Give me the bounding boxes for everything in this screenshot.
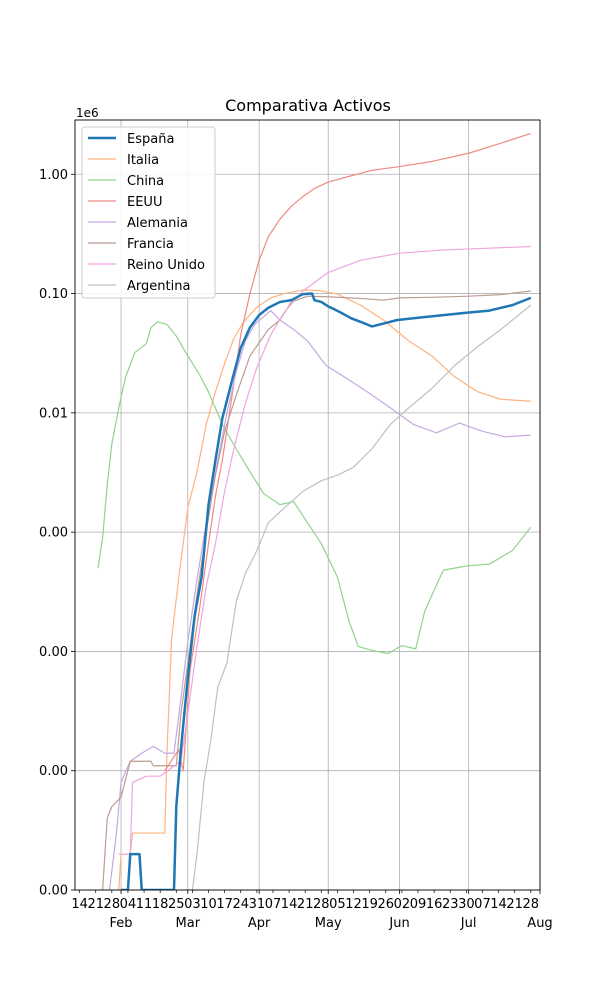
x-day-label: 21 <box>87 897 104 912</box>
x-day-label: 10 <box>200 897 217 912</box>
y-tick-label: 0.00 <box>39 645 68 660</box>
x-month-label: Mar <box>176 916 201 931</box>
x-day-label: 02 <box>394 897 411 912</box>
x-month-label: May <box>315 916 342 931</box>
x-day-label: 24 <box>232 897 249 912</box>
legend-label: China <box>127 174 164 189</box>
x-day-label: 07 <box>265 897 282 912</box>
x-day-label: 25 <box>168 897 185 912</box>
x-day-label: 04 <box>120 897 137 912</box>
x-day-label: 14 <box>71 897 88 912</box>
y-axis: 0.00 0.00 0.00 0.00 0.01 0.10 1.00 <box>39 168 75 899</box>
x-day-label: 14 <box>490 897 507 912</box>
x-day-label: 18 <box>152 897 169 912</box>
x-day-label: 28 <box>523 897 540 912</box>
x-day-label: 31 <box>249 897 266 912</box>
x-month-label: Aug <box>527 916 552 931</box>
x-day-label: 11 <box>136 897 153 912</box>
legend-label: Argentina <box>127 279 190 294</box>
x-month-label: Feb <box>110 916 133 931</box>
plot-frame <box>74 119 541 891</box>
y-tick-label: 0.00 <box>39 764 68 779</box>
x-day-label: 03 <box>184 897 201 912</box>
x-day-label: 21 <box>297 897 314 912</box>
offset-label: 1e6 <box>76 106 99 120</box>
x-day-label: 14 <box>281 897 298 912</box>
series-line-3 <box>164 132 531 772</box>
series-line-0 <box>121 292 532 890</box>
series-line-4 <box>108 309 531 890</box>
series-line-2 <box>97 321 532 655</box>
x-day-label: 30 <box>458 897 475 912</box>
legend-label: Francia <box>127 237 174 252</box>
legend-box <box>81 126 216 299</box>
x-day-label: 17 <box>216 897 233 912</box>
x-day-label: 23 <box>442 897 459 912</box>
legend-label: Reino Unido <box>127 258 205 273</box>
x-day-label: 28 <box>313 897 330 912</box>
x-day-label: 21 <box>506 897 523 912</box>
series-line-7 <box>191 304 532 890</box>
series-line-5 <box>102 290 531 890</box>
x-day-label: 16 <box>426 897 443 912</box>
x-day-label: 19 <box>361 897 378 912</box>
legend-label: Italia <box>127 153 159 168</box>
x-month-label: Apr <box>248 916 271 931</box>
x-day-label: 07 <box>474 897 491 912</box>
chart-title: Comparativa Activos <box>225 96 391 115</box>
legend-label: España <box>127 132 174 147</box>
legend: España Italia China EEUU Alemania Francia Rein… <box>81 126 216 299</box>
x-day-label: 28 <box>104 897 121 912</box>
x-day-label: 09 <box>410 897 427 912</box>
y-tick-label: 0.10 <box>39 287 68 302</box>
y-tick-label: 1.00 <box>39 168 68 183</box>
series-line-6 <box>118 245 531 855</box>
y-tick-label: 0.00 <box>39 884 68 899</box>
x-day-label: 26 <box>377 897 394 912</box>
legend-label: Alemania <box>127 216 188 231</box>
x-day-label: 12 <box>345 897 362 912</box>
legend-label: EEUU <box>127 195 162 210</box>
x-month-label: Jul <box>460 916 477 931</box>
x-month-label: Jun <box>388 916 409 931</box>
y-tick-label: 0.00 <box>39 526 68 541</box>
series-layer <box>97 132 532 890</box>
y-tick-label: 0.01 <box>39 406 68 421</box>
x-day-label: 05 <box>329 897 346 912</box>
